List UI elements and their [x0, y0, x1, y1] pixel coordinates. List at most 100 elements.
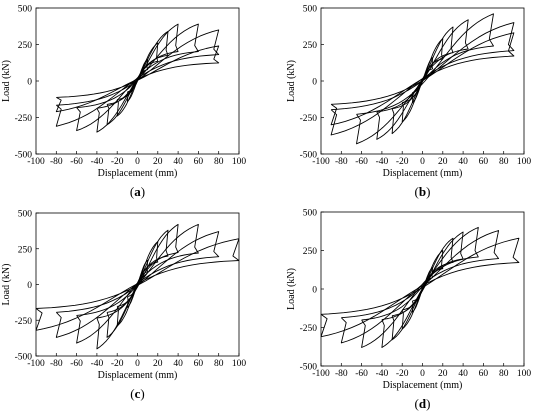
hysteresis-loop-4 — [376, 19, 469, 140]
x-tick-label: -40 — [376, 157, 389, 167]
x-tick-label: 20 — [153, 157, 163, 167]
x-axis-title: Displacement (mm) — [383, 380, 463, 391]
x-tick-label: 20 — [438, 157, 448, 167]
x-tick-label: -60 — [70, 157, 83, 167]
x-tick-label: 0 — [420, 369, 425, 379]
x-tick-label: 40 — [458, 369, 468, 379]
y-tick-label: -500 — [15, 353, 33, 363]
hysteresis-loop-4 — [96, 223, 179, 350]
hysteresis-curves — [55, 23, 220, 133]
hysteresis-loop-5 — [76, 223, 199, 344]
hysteresis-loop-6 — [55, 29, 220, 127]
y-axis-title: Load (kN) — [1, 264, 12, 306]
x-tick-label: -40 — [91, 157, 104, 167]
hysteresis-loop-7 — [55, 45, 220, 113]
y-axis-title: Load (kN) — [1, 60, 12, 102]
y-axis-title: Load (kN) — [286, 268, 297, 310]
hysteresis-loop-7 — [36, 238, 239, 331]
y-tick-label: -500 — [300, 151, 318, 161]
y-tick-label: -500 — [300, 363, 318, 373]
hysteresis-loop-4 — [96, 23, 179, 133]
y-axis-title: Load (kN) — [286, 60, 297, 102]
y-tick-label: 250 — [303, 41, 318, 51]
hysteresis-loop-5 — [76, 23, 199, 132]
y-tick-label: 0 — [27, 281, 32, 291]
y-tick-label: 500 — [18, 5, 33, 15]
x-tick-label: -100 — [27, 359, 45, 369]
hysteresis-curves — [36, 223, 239, 350]
y-tick-label: -250 — [300, 324, 318, 334]
x-tick-label: 100 — [232, 359, 247, 369]
x-tick-label: -20 — [111, 157, 124, 167]
y-tick-label: 500 — [18, 210, 33, 220]
x-tick-label: 60 — [194, 359, 204, 369]
x-tick-label: 0 — [135, 359, 140, 369]
panel-a: -100 -80 -60 -40 -20 0 20 40 60 80 100 -500 -250 0 250… — [1, 5, 246, 200]
x-tick-label: 60 — [479, 157, 489, 167]
hysteresis-loop-2 — [116, 42, 159, 117]
x-tick-label: -80 — [50, 359, 63, 369]
panel-label: (a) — [130, 184, 145, 199]
panel-b: -100 -80 -60 -40 -20 0 20 40 60 80 100 -500 -250 0 250… — [286, 5, 531, 200]
panel-label: (b) — [415, 184, 431, 199]
x-tick-label: 100 — [517, 157, 532, 167]
y-tick-label: 0 — [312, 286, 317, 296]
hysteresis-loop-7 — [321, 237, 520, 338]
x-tick-label: -100 — [312, 157, 330, 167]
x-tick-label: 60 — [479, 369, 489, 379]
x-tick-label: 0 — [135, 157, 140, 167]
y-tick-label: 250 — [18, 245, 33, 255]
x-tick-label: -40 — [376, 369, 389, 379]
y-tick-label: -500 — [15, 151, 33, 161]
x-tick-label: 60 — [194, 157, 204, 167]
hysteresis-loop-7 — [330, 32, 515, 126]
x-tick-label: 0 — [420, 157, 425, 167]
x-tick-label: -60 — [355, 369, 368, 379]
x-axis-title: Displacement (mm) — [98, 168, 178, 179]
hysteresis-curves — [330, 13, 515, 145]
hysteresis-loop-6 — [55, 231, 220, 338]
y-tick-label: 500 — [303, 5, 318, 15]
hysteresis-loop-5 — [356, 13, 494, 145]
x-tick-label: -20 — [111, 359, 124, 369]
y-tick-label: 250 — [303, 247, 318, 257]
hysteresis-curves — [321, 226, 520, 348]
hysteresis-loop-6 — [340, 230, 500, 344]
hysteresis-loop-5 — [361, 226, 479, 348]
hysteresis-loop-6 — [330, 22, 515, 136]
y-tick-label: -250 — [300, 114, 318, 124]
x-tick-label: -60 — [70, 359, 83, 369]
panel-label: (d) — [415, 396, 431, 411]
x-tick-label: -80 — [335, 369, 348, 379]
x-tick-label: 80 — [214, 359, 224, 369]
hysteresis-loop-4 — [381, 231, 464, 348]
x-tick-label: -20 — [396, 157, 409, 167]
panel-d: -100 -80 -60 -40 -20 0 20 40 60 80 100 -500 -250 0 250… — [286, 209, 531, 412]
x-axis-title: Displacement (mm) — [98, 370, 178, 381]
x-tick-label: -20 — [396, 369, 409, 379]
y-tick-label: -250 — [15, 114, 33, 124]
x-tick-label: -80 — [335, 157, 348, 167]
x-tick-label: 40 — [173, 359, 183, 369]
panel-c: -100 -80 -60 -40 -20 0 20 40 60 80 100 -500 -250 0 250… — [1, 210, 246, 402]
x-tick-label: 80 — [499, 369, 509, 379]
y-tick-label: 500 — [303, 209, 318, 219]
x-tick-label: 80 — [214, 157, 224, 167]
y-tick-label: 0 — [27, 78, 32, 88]
x-tick-label: 80 — [499, 157, 509, 167]
x-tick-label: -40 — [91, 359, 104, 369]
y-tick-label: -250 — [15, 317, 33, 327]
x-tick-label: 100 — [232, 157, 247, 167]
y-tick-label: 0 — [312, 78, 317, 88]
panel-label: (c) — [130, 386, 144, 401]
x-tick-label: -100 — [27, 157, 45, 167]
x-tick-label: 20 — [438, 369, 448, 379]
y-tick-label: 250 — [18, 41, 33, 51]
x-tick-label: -80 — [50, 157, 63, 167]
x-tick-label: 100 — [517, 369, 532, 379]
x-axis-title: Displacement (mm) — [383, 168, 463, 179]
x-tick-label: 40 — [173, 157, 183, 167]
x-tick-label: 20 — [153, 359, 163, 369]
x-tick-label: -100 — [312, 369, 330, 379]
